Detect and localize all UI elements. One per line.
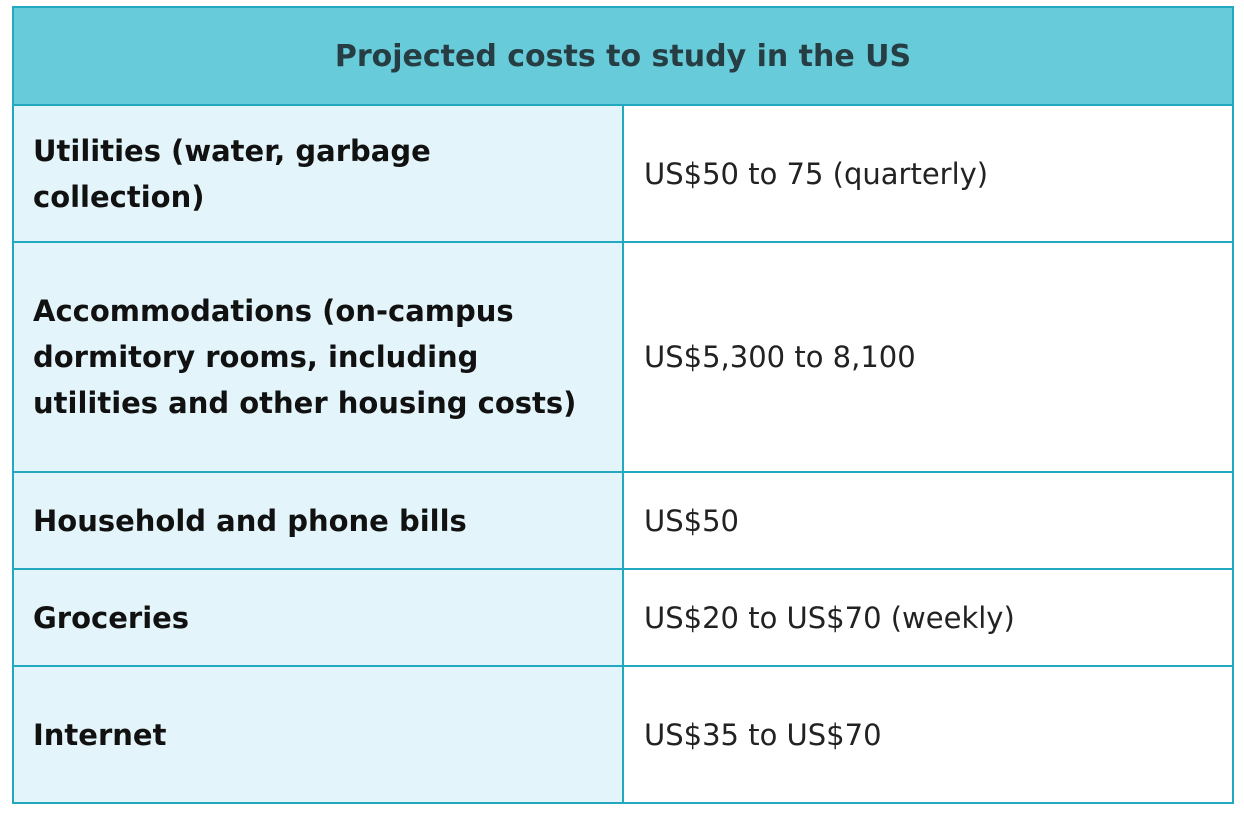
table-row: Household and phone bills US$50 (12, 471, 1234, 570)
row-label-utilities: Utilities (water, garbage collection) (12, 104, 624, 243)
table-row: Groceries US$20 to US$70 (weekly) (12, 568, 1234, 667)
row-value-groceries: US$20 to US$70 (weekly) (622, 568, 1234, 667)
row-label-accommodations: Accommodations (on-campus dormitory room… (12, 241, 624, 473)
row-label-household-phone: Household and phone bills (12, 471, 624, 570)
row-label-internet: Internet (12, 665, 624, 804)
table-row: Accommodations (on-campus dormitory room… (12, 241, 1234, 473)
table-row: Internet US$35 to US$70 (12, 665, 1234, 804)
projected-costs-table: Projected costs to study in the US Utili… (12, 6, 1234, 804)
row-label-groceries: Groceries (12, 568, 624, 667)
table-title: Projected costs to study in the US (12, 6, 1234, 106)
row-value-household-phone: US$50 (622, 471, 1234, 570)
row-value-accommodations: US$5,300 to 8,100 (622, 241, 1234, 473)
table-header-row: Projected costs to study in the US (12, 6, 1234, 106)
row-value-utilities: US$50 to 75 (quarterly) (622, 104, 1234, 243)
row-value-internet: US$35 to US$70 (622, 665, 1234, 804)
table-row: Utilities (water, garbage collection) US… (12, 104, 1234, 243)
